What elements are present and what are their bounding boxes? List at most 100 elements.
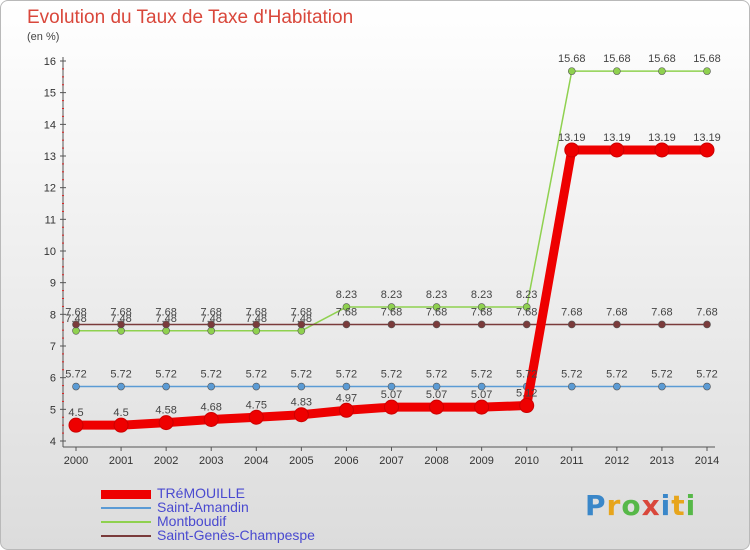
data-point — [658, 320, 666, 329]
data-label: 8.23 — [471, 289, 492, 301]
data-point — [613, 320, 621, 329]
data-label: 5.72 — [696, 369, 717, 381]
data-point — [297, 382, 306, 391]
data-label: 4.83 — [291, 397, 312, 409]
data-label: 7.48 — [201, 313, 222, 325]
y-tick-label: 15 — [44, 88, 56, 100]
data-label: 15.68 — [648, 53, 676, 65]
data-label: 7.68 — [246, 306, 267, 318]
data-point — [342, 303, 351, 311]
data-label: 7.68 — [110, 306, 131, 318]
data-label: 5.72 — [291, 369, 312, 381]
x-tick-label: 2006 — [334, 455, 358, 467]
data-point — [567, 320, 576, 329]
x-tick-label: 2007 — [379, 455, 403, 467]
y-tick-label: 8 — [50, 309, 56, 321]
chart-unit: (en %) — [27, 31, 60, 43]
data-label: 5.72 — [336, 369, 357, 381]
data-point — [387, 303, 396, 311]
y-tick-label: 10 — [44, 246, 56, 258]
legend-swatch — [101, 507, 151, 509]
data-label: 5.72 — [381, 369, 402, 381]
y-tick-label: 7 — [50, 341, 56, 353]
data-point — [654, 142, 670, 158]
data-point — [117, 382, 125, 391]
data-point — [342, 382, 351, 391]
data-label: 7.68 — [291, 306, 312, 318]
y-tick-label: 6 — [50, 373, 56, 385]
data-label: 8.23 — [516, 289, 537, 301]
data-point — [477, 382, 486, 391]
data-label: 7.68 — [201, 306, 222, 318]
data-label: 15.68 — [603, 53, 631, 65]
data-label: 7.68 — [471, 306, 492, 318]
data-label: 5.72 — [110, 369, 131, 381]
data-point — [522, 303, 531, 311]
x-tick-label: 2002 — [154, 455, 178, 467]
data-point — [162, 382, 170, 391]
x-tick-label: 2010 — [514, 455, 538, 467]
data-label: 5.72 — [471, 369, 492, 381]
data-label: 5.72 — [155, 369, 176, 381]
legend-swatch — [101, 521, 151, 523]
data-point — [297, 320, 306, 329]
data-point — [703, 320, 711, 329]
x-tick-label: 2012 — [605, 455, 629, 467]
data-point — [342, 320, 351, 329]
data-point — [613, 67, 621, 75]
data-label: 8.23 — [381, 289, 402, 301]
data-point — [703, 382, 711, 391]
x-tick-label: 2001 — [109, 455, 133, 467]
y-tick-label: 12 — [44, 183, 56, 195]
data-point — [609, 142, 625, 158]
data-label: 5.72 — [426, 369, 447, 381]
data-point — [699, 142, 715, 158]
data-point — [72, 382, 80, 391]
x-tick-label: 2009 — [469, 455, 493, 467]
y-tick-label: 4 — [50, 436, 56, 448]
data-point — [658, 67, 666, 75]
data-label: 8.23 — [426, 289, 447, 301]
data-label: 7.48 — [155, 313, 176, 325]
data-point — [252, 326, 261, 335]
x-tick-label: 2008 — [424, 455, 448, 467]
data-label: 8.23 — [336, 289, 357, 301]
data-label: 5.07 — [381, 389, 402, 401]
data-label: 7.48 — [246, 313, 267, 325]
data-point — [432, 320, 441, 329]
data-label: 5.12 — [516, 388, 537, 400]
data-point — [387, 382, 396, 391]
data-label: 7.68 — [516, 306, 537, 318]
legend-label: Saint-Genès-Champespe — [157, 527, 315, 543]
data-point — [113, 417, 129, 433]
data-point — [474, 399, 490, 415]
data-label: 5.72 — [65, 369, 86, 381]
data-label: 4.5 — [113, 407, 128, 419]
data-point — [207, 326, 216, 335]
y-tick-label: 14 — [44, 119, 56, 131]
data-label: 7.68 — [426, 306, 447, 318]
data-point — [432, 382, 441, 391]
data-label: 5.72 — [606, 369, 627, 381]
data-point — [117, 320, 125, 329]
data-point — [297, 326, 306, 335]
data-label: 5.72 — [246, 369, 267, 381]
data-label: 4.5 — [68, 407, 83, 419]
data-point — [162, 320, 170, 329]
legend-swatch — [101, 535, 151, 537]
data-point — [68, 417, 84, 433]
data-point — [387, 320, 396, 329]
data-point — [72, 326, 80, 335]
data-point — [203, 411, 219, 427]
data-label: 4.68 — [201, 401, 222, 413]
data-label: 7.68 — [381, 306, 402, 318]
y-tick-label: 13 — [44, 151, 56, 163]
data-point — [567, 67, 576, 75]
data-point — [293, 407, 309, 423]
data-point — [252, 382, 261, 391]
data-point — [338, 402, 354, 418]
data-point — [429, 399, 445, 415]
data-label: 7.68 — [336, 306, 357, 318]
data-point — [158, 415, 174, 431]
